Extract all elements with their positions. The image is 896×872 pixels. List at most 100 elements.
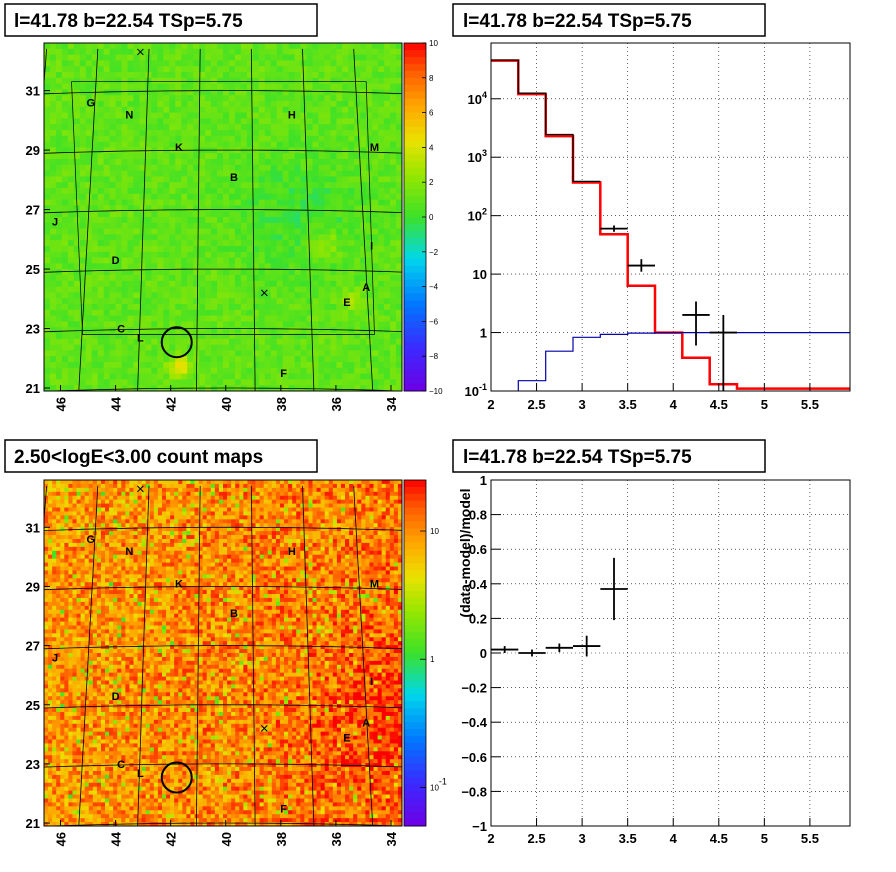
map-pixel (366, 48, 373, 55)
map-pixel (288, 362, 295, 369)
map-pixel (67, 199, 75, 206)
map-pixel (324, 112, 331, 119)
map-pixel (342, 124, 349, 131)
map-pixel (68, 531, 73, 536)
map-pixel (342, 205, 349, 212)
map-pixel (67, 280, 75, 287)
map-pixel (44, 597, 49, 603)
map-pixel (246, 205, 254, 212)
map-pixel (103, 217, 111, 224)
map-pixel (103, 176, 111, 183)
map-pixel (211, 89, 218, 96)
map-pixel (88, 802, 94, 807)
map-pixel (127, 43, 134, 50)
map-pixel (52, 601, 57, 607)
map-pixel (73, 95, 81, 102)
map-pixel (121, 101, 128, 108)
map-pixel (73, 309, 81, 316)
map-pixel (56, 550, 61, 556)
map-pixel (115, 182, 122, 189)
map-pixel (44, 89, 51, 96)
map-pixel (354, 66, 361, 73)
map-pixel (92, 751, 98, 756)
map-pixel (103, 315, 111, 322)
map-pixel (127, 333, 134, 340)
map-pixel (294, 344, 301, 351)
map-pixel (109, 280, 116, 287)
map-pixel (55, 292, 63, 299)
map-pixel (199, 251, 206, 258)
map-pixel (240, 379, 248, 386)
map-pixel (312, 199, 319, 206)
map-pixel (80, 483, 86, 489)
map-pixel (84, 786, 90, 792)
map-pixel (92, 558, 98, 563)
map-pixel (61, 83, 69, 90)
map-pixel (181, 193, 188, 200)
map-pixel (175, 263, 182, 270)
map-pixel (91, 362, 99, 369)
map-pixel (282, 350, 290, 357)
map-pixel (68, 590, 73, 595)
map-pixel (342, 164, 349, 171)
map-pixel (175, 130, 182, 137)
map-pixel (390, 106, 397, 113)
map-pixel (73, 257, 81, 264)
map-pixel (169, 362, 176, 369)
map-pixel (276, 350, 284, 357)
map-pixel (88, 743, 94, 748)
map-pixel (276, 130, 284, 137)
x-tick-label: 34 (384, 396, 399, 411)
map-pixel (318, 222, 325, 229)
map-pixel (246, 164, 254, 171)
map-pixel (44, 590, 49, 595)
map-pixel (282, 112, 290, 119)
map-pixel (67, 89, 75, 96)
map-pixel (80, 664, 86, 670)
map-pixel (396, 66, 402, 73)
map-pixel (103, 135, 111, 142)
map-pixel (109, 164, 116, 171)
map-pixel (139, 170, 146, 177)
map-pixel (246, 315, 254, 322)
map-pixel (88, 739, 94, 744)
map-pixel (324, 147, 331, 154)
map-pixel (72, 668, 77, 674)
map-pixel (240, 211, 248, 218)
map-pixel (372, 304, 379, 311)
map-pixel (44, 700, 49, 705)
map-pixel (127, 292, 134, 299)
map-pixel (342, 373, 349, 380)
roi-circle (160, 326, 193, 359)
map-pixel (330, 321, 337, 328)
map-pixel (84, 582, 90, 587)
map-pixel (246, 228, 254, 235)
map-pixel (223, 362, 230, 369)
map-pixel (390, 95, 397, 102)
map-pixel (85, 141, 93, 148)
y-tick-label: 29 (26, 143, 40, 158)
map-pixel (80, 499, 86, 504)
map-pixel (360, 112, 367, 119)
map-pixel (52, 818, 57, 823)
map-pixel (68, 558, 73, 563)
map-pixel (88, 719, 94, 725)
map-pixel (193, 286, 200, 293)
map-pixel (80, 672, 86, 677)
map-pixel (211, 327, 218, 334)
map-pixel (97, 118, 105, 125)
map-pixel (48, 778, 53, 784)
map-pixel (342, 182, 349, 189)
map-pixel (187, 356, 194, 363)
map-pixel (372, 60, 379, 67)
map-pixel (342, 118, 349, 125)
map-pixel (88, 519, 94, 524)
map-pixel (187, 141, 194, 148)
map-pixel (109, 43, 116, 50)
map-pixel (80, 523, 86, 528)
map-pixel (175, 315, 182, 322)
map-pixel (109, 292, 116, 299)
map-pixel (211, 251, 218, 258)
map-pixel (115, 130, 122, 137)
map-pixel (187, 327, 194, 334)
